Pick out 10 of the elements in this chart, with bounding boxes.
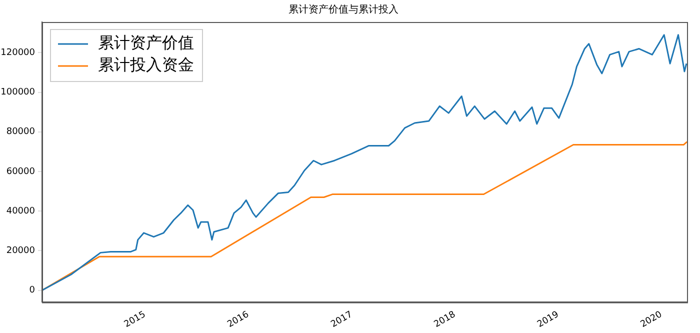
y-tick-label: 0 xyxy=(29,286,36,296)
y-tick-label: 20000 xyxy=(6,246,36,256)
y-tick-label: 80000 xyxy=(6,127,36,138)
y-tick-label: 40000 xyxy=(6,206,36,216)
y-tick-label: 60000 xyxy=(6,166,36,177)
legend-label: 累计投入资金 xyxy=(98,55,194,74)
y-tick-label: 100000 xyxy=(0,88,36,98)
y-tick-label: 120000 xyxy=(0,48,36,58)
legend-label: 累计资产价值 xyxy=(98,33,194,52)
chart-title: 累计资产价值与累计投入 xyxy=(288,4,398,16)
